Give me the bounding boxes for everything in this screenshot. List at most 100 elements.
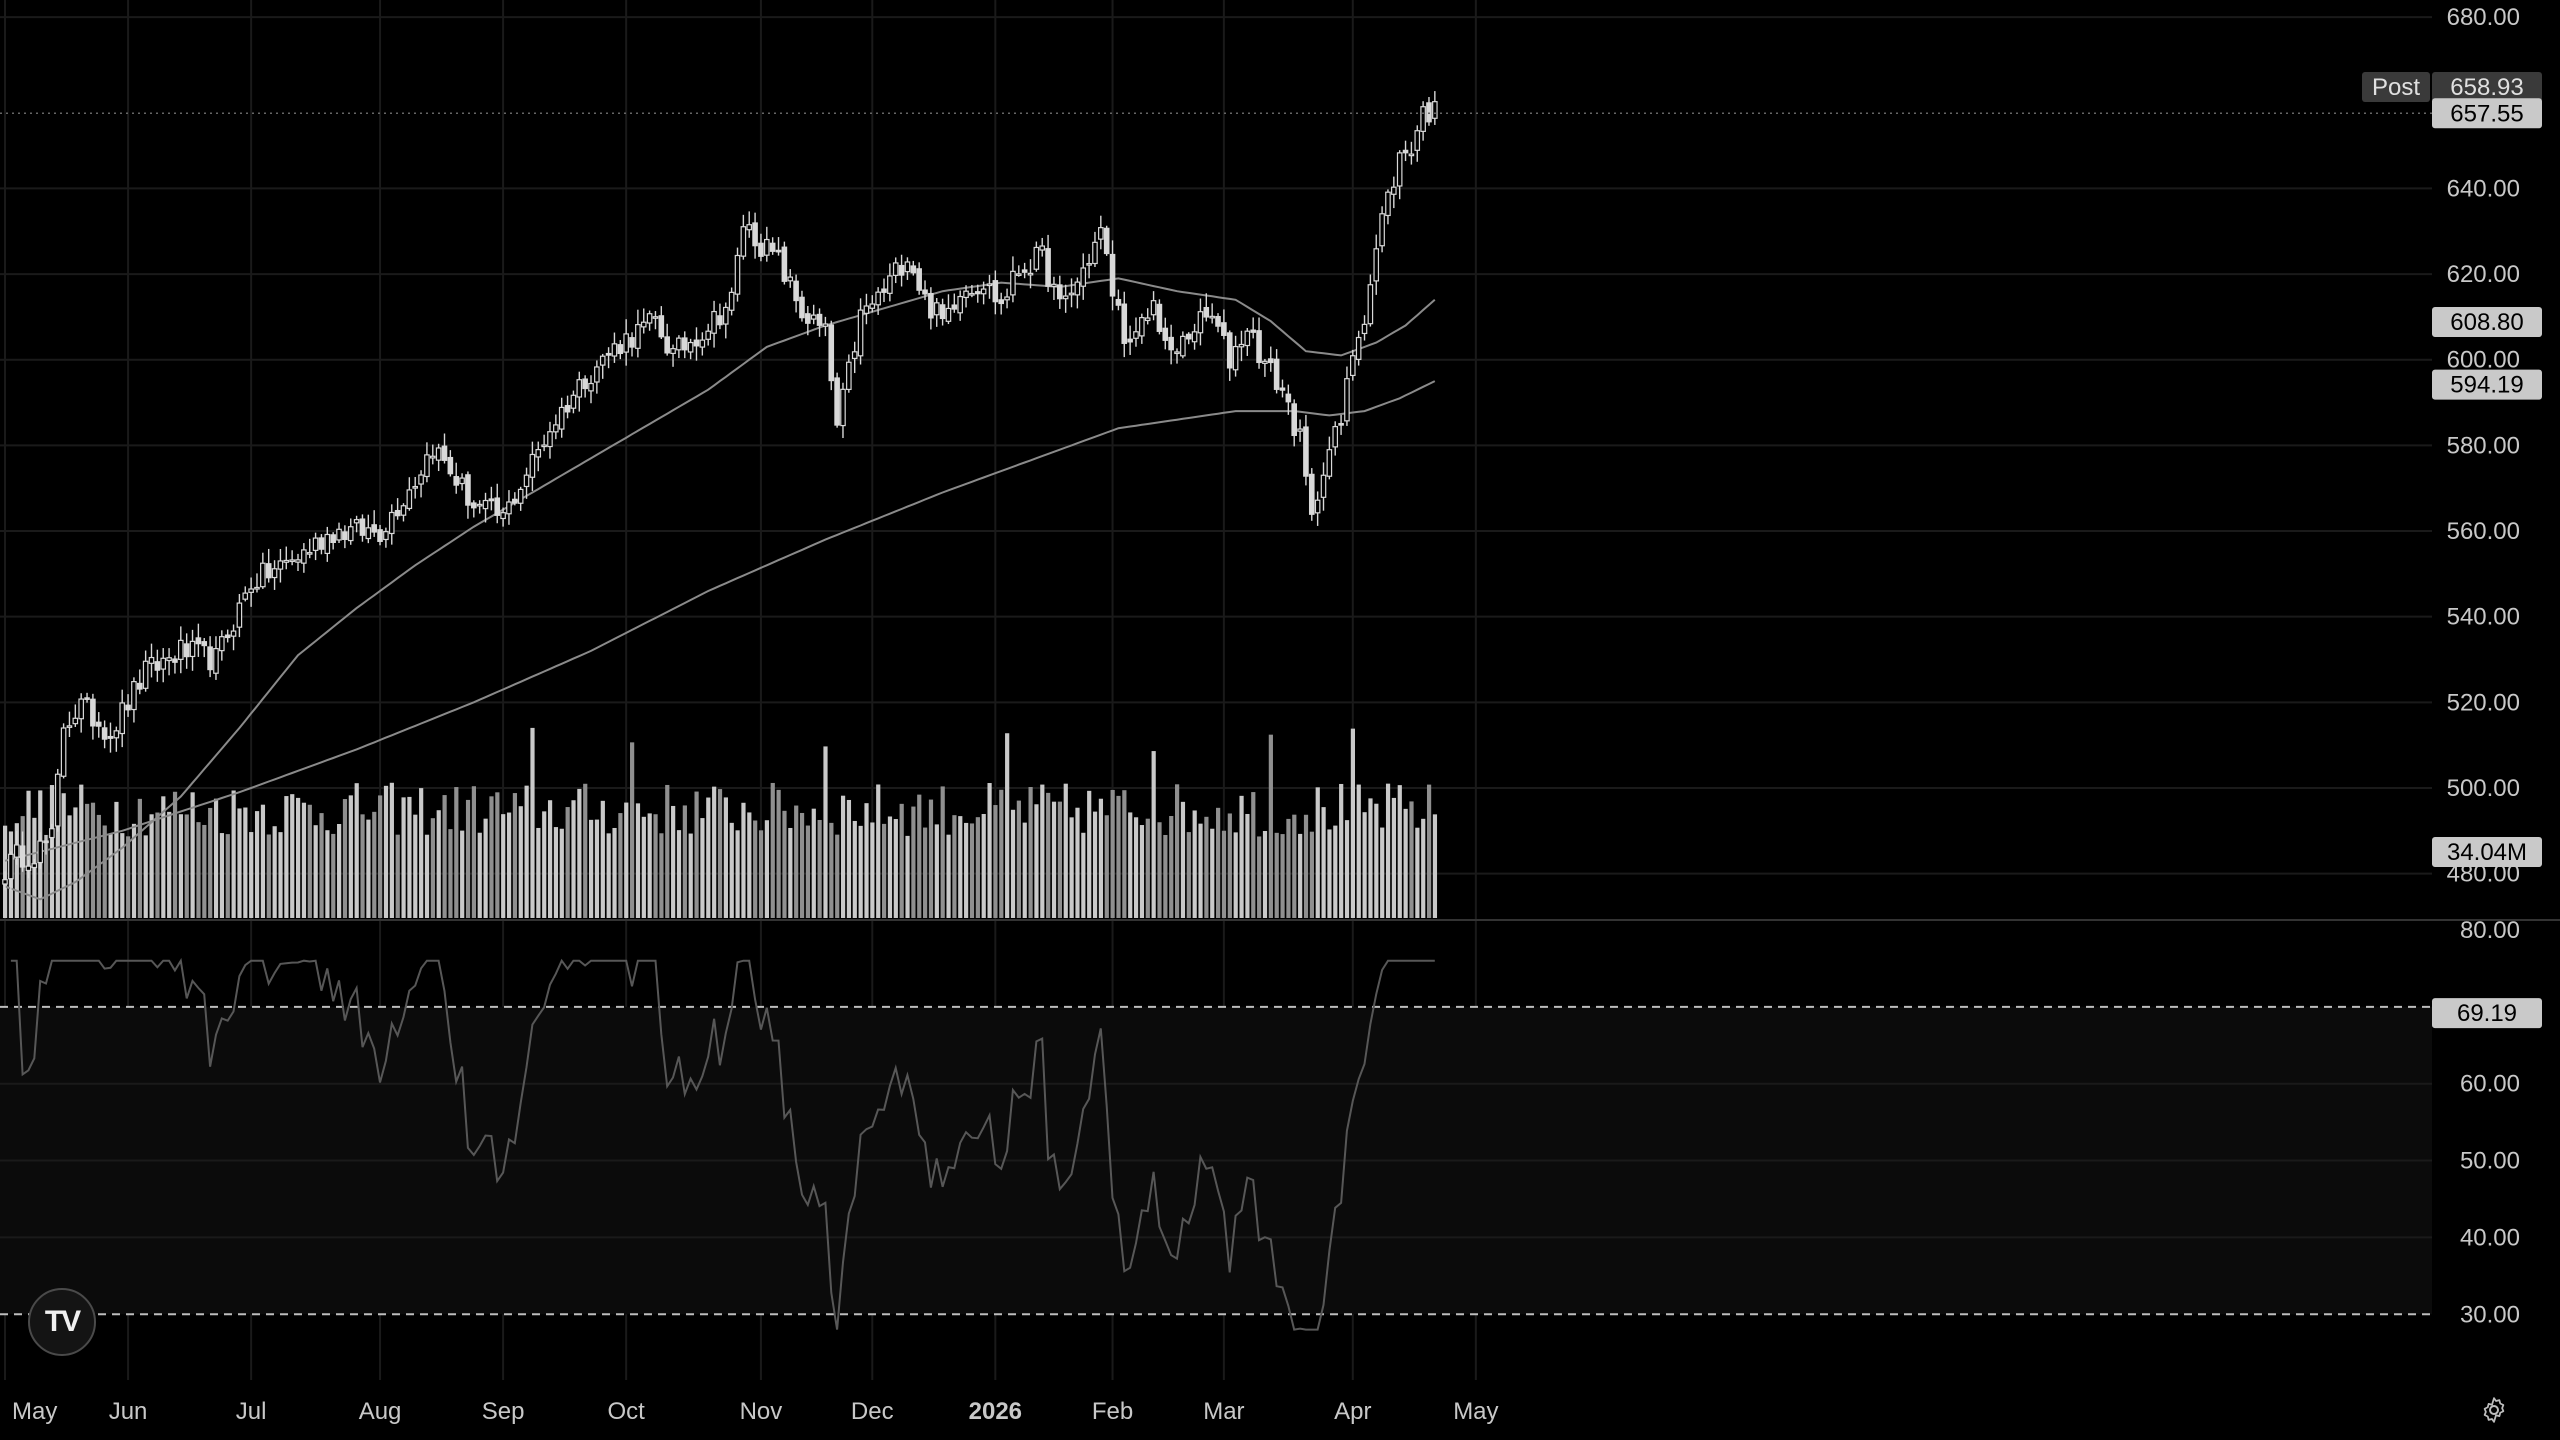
- volume-bar: [747, 812, 752, 918]
- volume-bar: [1057, 801, 1062, 918]
- candle-body: [711, 310, 717, 334]
- volume-bar: [870, 822, 875, 918]
- candle-body: [1256, 330, 1262, 364]
- volume-bar: [501, 814, 506, 918]
- candle-body: [324, 533, 331, 555]
- volume-bar: [1397, 785, 1402, 918]
- volume-bar: [243, 807, 248, 918]
- volume-bar: [758, 830, 764, 918]
- candle-body: [471, 502, 477, 509]
- time-axis-label: Dec: [851, 1398, 894, 1425]
- candle-body: [465, 474, 471, 506]
- volume-bar: [395, 834, 400, 918]
- volume-bar: [331, 833, 336, 918]
- candle-body: [1349, 355, 1356, 377]
- volume-bar: [969, 823, 975, 918]
- volume-bar: [413, 814, 418, 918]
- volume-bar: [1163, 834, 1168, 918]
- time-axis[interactable]: May Jun Jul Aug Sep Oct Nov Dec 2026 Feb Mar Apr May: [12, 1398, 1499, 1425]
- tradingview-logo[interactable]: TV: [28, 1288, 96, 1356]
- volume-bar: [1116, 795, 1121, 918]
- candle-body: [547, 431, 553, 448]
- candle-body: [1133, 331, 1139, 339]
- volume-bar: [366, 819, 371, 918]
- rsi-tick-label: 80.00: [2460, 917, 2520, 944]
- volume-bar: [1415, 827, 1420, 918]
- volume-bar: [1010, 809, 1016, 918]
- volume-bar: [1046, 792, 1051, 918]
- candle-body: [60, 727, 67, 777]
- volume-bar: [606, 833, 611, 918]
- volume-bar: [975, 817, 980, 918]
- candle-body: [1238, 343, 1245, 348]
- candle-body: [1414, 130, 1421, 151]
- volume-bar: [805, 825, 811, 918]
- candle-body: [863, 305, 870, 314]
- volume-bar: [1139, 825, 1145, 918]
- candle-body: [201, 641, 208, 647]
- rsi-value-label: 69.19: [2457, 1000, 2517, 1027]
- candle-body: [582, 378, 588, 390]
- volume-bar: [67, 815, 72, 918]
- candle-body: [828, 324, 835, 382]
- candle-body: [611, 343, 618, 357]
- price-tick-label: 680.00: [2447, 4, 2520, 31]
- volume-bar: [782, 810, 787, 918]
- volume-bar: [676, 830, 682, 918]
- candle-body: [72, 717, 79, 725]
- volume-bar: [342, 799, 348, 918]
- price-tick-label: 600.00: [2447, 347, 2520, 374]
- candle-body: [1180, 335, 1186, 357]
- candle-body: [13, 844, 20, 858]
- volume-bar: [96, 814, 101, 918]
- volume-bar: [665, 784, 670, 918]
- candle-body: [980, 288, 987, 295]
- price-tick-label: 620.00: [2447, 261, 2520, 288]
- candle-body: [1332, 426, 1339, 448]
- candle-body: [277, 560, 284, 570]
- ma-fast-line: [4, 277, 1436, 901]
- volume-bar: [378, 795, 383, 918]
- volume-bar: [477, 832, 482, 918]
- candle-body: [119, 702, 126, 735]
- volume-bar: [946, 834, 951, 918]
- volume-bar: [530, 727, 535, 918]
- volume-bar: [729, 822, 734, 918]
- volume-bar: [1286, 818, 1291, 918]
- candle-body: [25, 865, 32, 872]
- candle-body: [312, 537, 319, 551]
- candle-body: [517, 488, 524, 504]
- candle-body: [377, 529, 383, 542]
- volume-bar: [899, 803, 904, 918]
- candle-body: [1279, 387, 1286, 391]
- price-axis[interactable]: 680.00 640.00 620.00 600.00 580.00 560.00 540.…: [2447, 4, 2520, 1328]
- candle-body: [635, 324, 641, 349]
- volume-bar: [917, 794, 922, 918]
- candle-body: [775, 249, 782, 253]
- volume-bar: [178, 814, 183, 918]
- candle-body: [957, 295, 963, 314]
- candle-body: [892, 262, 899, 276]
- volume-bar: [981, 813, 986, 918]
- candle-body: [629, 337, 635, 348]
- candle-body: [1039, 245, 1046, 251]
- candle-body: [142, 660, 149, 689]
- candle-body: [834, 377, 840, 426]
- candle-body: [418, 474, 424, 485]
- volume-bar: [1344, 820, 1350, 918]
- volume-bar: [1309, 831, 1314, 918]
- candle-body: [840, 388, 846, 427]
- time-axis-label: May: [1453, 1398, 1498, 1425]
- candle-body: [588, 382, 594, 392]
- candle-body: [1121, 303, 1128, 344]
- volume-bar: [987, 783, 992, 918]
- rsi-tick-label: 30.00: [2460, 1301, 2520, 1328]
- volume-bar: [817, 819, 822, 918]
- candle-body: [336, 528, 342, 541]
- volume-bar: [594, 819, 600, 918]
- gear-icon: [2483, 1397, 2505, 1423]
- settings-button[interactable]: [2476, 1392, 2512, 1428]
- candle-body: [1098, 227, 1104, 240]
- candle-body: [822, 323, 829, 327]
